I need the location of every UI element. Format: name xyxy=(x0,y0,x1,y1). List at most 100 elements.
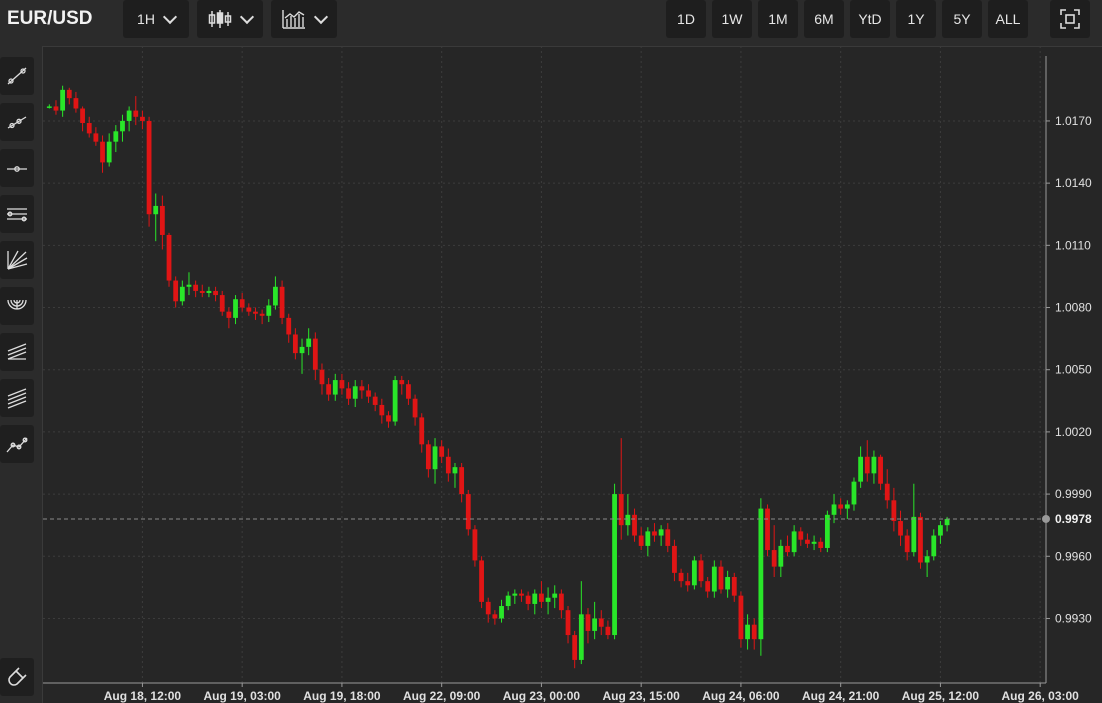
candle-body xyxy=(898,521,903,536)
chart-type-dropdown[interactable] xyxy=(197,0,263,38)
candle-body xyxy=(306,338,312,347)
magnet-icon xyxy=(8,667,27,686)
candle-body xyxy=(745,624,750,640)
interval-dropdown[interactable]: 1H xyxy=(123,0,189,38)
candle-body xyxy=(332,380,338,395)
candle-body xyxy=(678,572,684,582)
candle-body xyxy=(266,305,272,316)
current-price-label: 0.9978 xyxy=(1055,512,1092,526)
candle-body xyxy=(585,614,591,631)
y-tick-label: 1.0110 xyxy=(1055,238,1091,252)
candles xyxy=(46,85,950,669)
candle-body xyxy=(46,106,52,108)
range-button-1d[interactable]: 1D xyxy=(666,0,706,38)
candle-body xyxy=(765,508,770,551)
range-button-ytd[interactable]: YtD xyxy=(850,0,890,38)
y-tick-label: 1.0080 xyxy=(1055,301,1092,315)
candle-body xyxy=(751,624,757,640)
candle-body xyxy=(86,123,92,134)
range-button-1y[interactable]: 1Y xyxy=(896,0,936,38)
candle-body xyxy=(612,494,617,636)
pitchfork-icon xyxy=(7,343,27,360)
y-tick-label: 0.9930 xyxy=(1055,611,1092,625)
candle-body xyxy=(645,531,651,546)
candle-body xyxy=(805,539,810,544)
trend-line-tool[interactable] xyxy=(0,57,34,95)
candle-body xyxy=(273,286,278,306)
candle-body xyxy=(153,205,159,215)
candle-body xyxy=(824,514,830,548)
channel-lines-icon xyxy=(7,388,27,409)
candle-body xyxy=(372,396,378,405)
candle-body xyxy=(718,566,724,590)
candle-body xyxy=(851,481,857,505)
candle-body xyxy=(366,390,371,397)
candlestick-icon xyxy=(208,10,232,28)
candle-body xyxy=(120,120,125,132)
candle-body xyxy=(771,550,777,567)
candle-body xyxy=(233,299,238,318)
magnet-tool[interactable] xyxy=(0,658,34,696)
candle-body xyxy=(512,593,518,596)
candle-body xyxy=(352,386,358,399)
range-button-all[interactable]: ALL xyxy=(988,0,1028,38)
candle-body xyxy=(379,404,385,416)
x-tick-label: Aug 26, 03:00 xyxy=(1001,689,1079,703)
candle-body xyxy=(938,525,943,536)
candle-body xyxy=(239,299,245,308)
fan-tool[interactable] xyxy=(0,241,34,279)
candle-body xyxy=(539,593,544,602)
fan-icon xyxy=(7,250,28,270)
multi-point-line-tool[interactable] xyxy=(0,425,34,463)
candle-body xyxy=(60,89,66,111)
candle-body xyxy=(406,384,411,399)
chevron-down-icon xyxy=(313,9,329,24)
candle-body xyxy=(798,531,804,540)
candle-body xyxy=(193,284,199,291)
candle-body xyxy=(558,593,564,611)
candle-body xyxy=(146,120,152,215)
candle-body xyxy=(685,581,691,586)
fullscreen-button[interactable] xyxy=(1050,0,1090,38)
candle-body xyxy=(924,556,930,563)
channel-lines-tool[interactable] xyxy=(0,379,34,417)
candle-body xyxy=(199,290,205,294)
candle-body xyxy=(758,508,764,640)
candle-body xyxy=(605,626,611,636)
horizontal-line-tool[interactable] xyxy=(0,149,34,187)
candle-body xyxy=(891,500,897,522)
candle-body xyxy=(778,545,784,567)
ray-tool[interactable] xyxy=(0,103,34,141)
chevron-down-icon xyxy=(162,9,178,24)
candle-body xyxy=(791,531,797,553)
candle-body xyxy=(419,417,425,445)
range-button-1m[interactable]: 1M xyxy=(758,0,798,38)
candle-body xyxy=(711,566,717,592)
arc-tool[interactable] xyxy=(0,287,34,325)
candle-body xyxy=(525,595,531,604)
horizontal-line-icon xyxy=(7,166,27,172)
x-tick-label: Aug 22, 09:00 xyxy=(403,689,481,703)
candle-body xyxy=(179,286,185,302)
candle-body xyxy=(412,398,418,418)
range-button-1w[interactable]: 1W xyxy=(712,0,752,38)
interval-label: 1H xyxy=(137,11,155,27)
candle-body xyxy=(858,456,864,482)
y-tick-label: 1.0020 xyxy=(1055,425,1092,439)
candle-body xyxy=(499,606,504,619)
candle-body xyxy=(425,444,431,470)
candle-body xyxy=(206,290,212,294)
candle-body xyxy=(166,234,172,281)
range-button-6m[interactable]: 6M xyxy=(804,0,844,38)
candle-body xyxy=(725,577,731,590)
candle-body xyxy=(140,116,145,121)
candle-body xyxy=(705,581,711,592)
pitchfork-tool[interactable] xyxy=(0,333,34,371)
candle-body xyxy=(386,415,391,422)
candle-body xyxy=(452,467,458,474)
candle-body xyxy=(339,380,345,389)
indicators-dropdown[interactable] xyxy=(271,0,337,38)
parallel-channel-tool[interactable] xyxy=(0,195,34,233)
range-button-5y[interactable]: 5Y xyxy=(942,0,982,38)
